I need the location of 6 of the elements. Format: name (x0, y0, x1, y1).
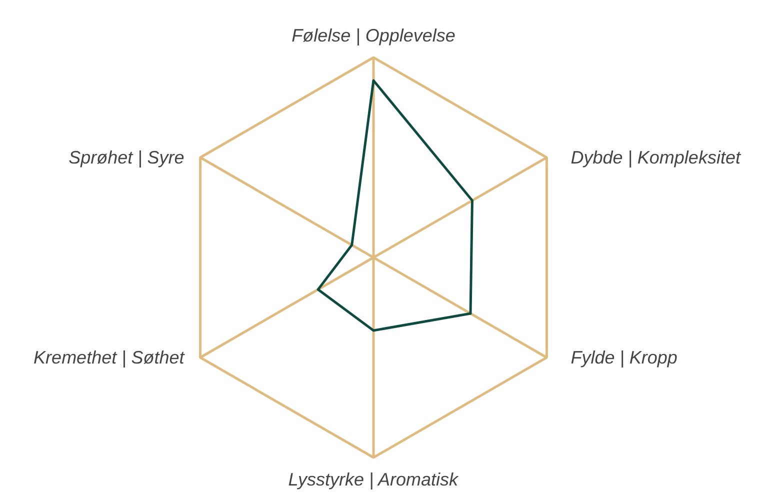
spoke-label: Sprøhet | Syre (68, 148, 184, 168)
spoke-label: Kremethet | Søthet (34, 348, 186, 368)
spoke-label: Dybde | Kompleksitet (570, 148, 742, 168)
spoke-label: Følelse | Opplevelse (292, 26, 456, 46)
spoke-label: Lysstyrke | Aromatisk (288, 470, 460, 490)
spoke-label: Fylde | Kropp (570, 348, 678, 368)
